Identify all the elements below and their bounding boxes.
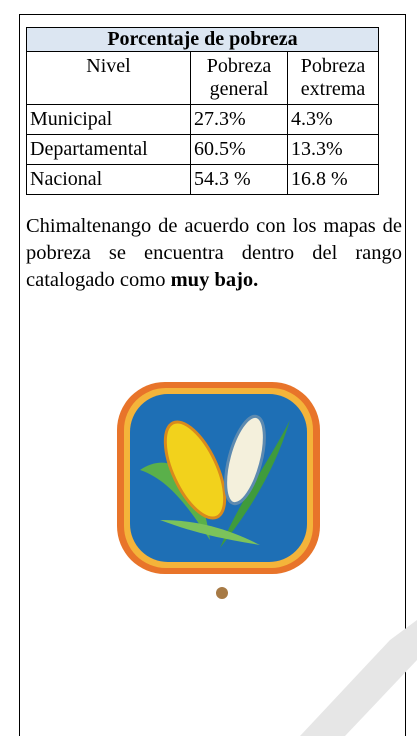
page: Porcentaje de pobreza Nivel Pobreza gene…	[0, 0, 417, 736]
artwork	[0, 0, 417, 736]
corn-logo	[117, 382, 320, 574]
dot	[216, 587, 228, 599]
page-curl	[300, 620, 417, 736]
